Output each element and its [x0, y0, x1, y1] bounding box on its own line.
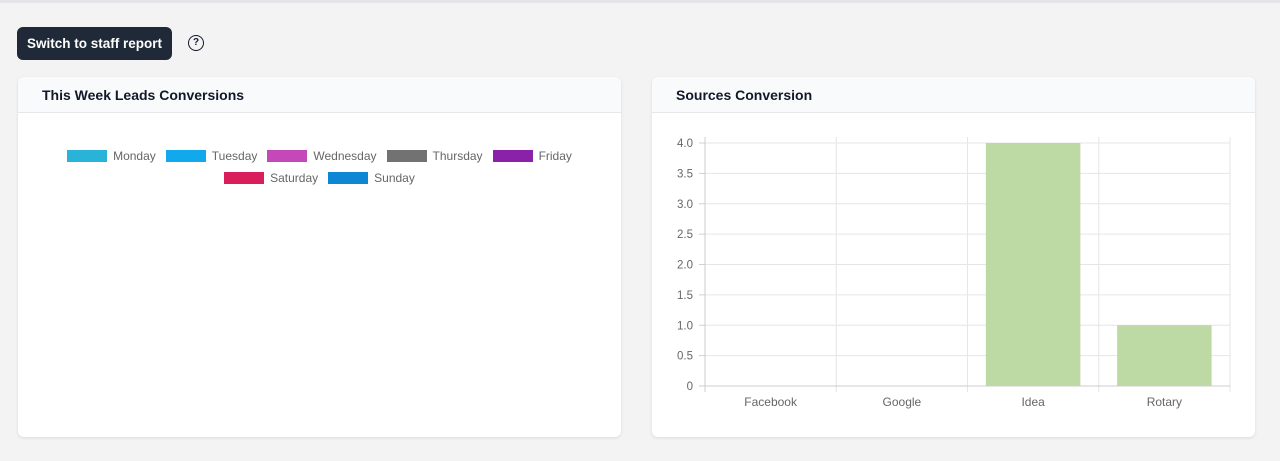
top-divider	[0, 0, 1280, 3]
legend-swatch	[224, 172, 265, 184]
legend-item-sunday[interactable]: Sunday	[328, 171, 415, 185]
y-tick-label: 1.0	[677, 320, 693, 332]
sources-conversion-card: Sources Conversion 0 0.5 1.0 1.5 2.0 2.5 3.0 3.…	[652, 77, 1255, 437]
y-tick-label: 1.5	[677, 290, 693, 302]
sources-conversion-chart: 0 0.5 1.0 1.5 2.0 2.5 3.0 3.5 4.0 Facebook Google I…	[677, 137, 1231, 409]
y-tick-label: 4.0	[677, 138, 693, 150]
x-tick-label: Rotary	[1147, 395, 1182, 409]
legend-swatch	[67, 150, 108, 162]
legend-swatch	[328, 172, 369, 184]
legend-swatch	[386, 150, 427, 162]
legend-item-tuesday[interactable]: Tuesday	[165, 149, 258, 163]
legend-label: Monday	[113, 149, 156, 163]
legend-row: Monday Tuesday Wednesday Thursday Friday	[18, 145, 621, 167]
y-tick-label: 3.5	[677, 168, 693, 180]
leads-conversions-card: This Week Leads Conversions Monday Tuesda…	[18, 77, 621, 437]
sources-conversion-title: Sources Conversion	[652, 77, 1255, 113]
legend-item-friday[interactable]: Friday	[492, 149, 572, 163]
y-tick-label: 0	[687, 381, 693, 393]
x-tick-label: Idea	[1021, 395, 1045, 409]
legend-item-thursday[interactable]: Thursday	[386, 149, 483, 163]
legend-item-saturday[interactable]: Saturday	[224, 171, 318, 185]
legend-swatch	[492, 150, 533, 162]
bar-rotary	[1117, 325, 1212, 386]
legend-label: Tuesday	[211, 149, 258, 163]
legend-label: Friday	[538, 149, 572, 163]
legend-label: Sunday	[374, 171, 415, 185]
leads-conversions-legend: Monday Tuesday Wednesday Thursday Friday Sat…	[18, 145, 621, 189]
y-tick-label: 3.0	[677, 199, 693, 211]
legend-label: Wednesday	[313, 149, 377, 163]
y-tick-label: 2.5	[677, 229, 693, 241]
y-tick-label: 0.5	[677, 351, 693, 363]
legend-label: Thursday	[432, 149, 483, 163]
y-tick-label: 2.0	[677, 260, 693, 272]
switch-to-staff-report-button[interactable]: Switch to staff report	[17, 27, 172, 60]
question-circle-icon[interactable]: ?	[188, 35, 204, 51]
legend-label: Saturday	[270, 171, 319, 185]
legend-item-wednesday[interactable]: Wednesday	[267, 149, 377, 163]
legend-swatch	[267, 150, 308, 162]
x-tick-label: Facebook	[744, 395, 798, 409]
legend-swatch	[165, 150, 206, 162]
bar-idea	[985, 143, 1081, 386]
legend-item-monday[interactable]: Monday	[67, 149, 156, 163]
x-tick-label: Google	[883, 395, 922, 409]
legend-row: Saturday Sunday	[18, 167, 621, 189]
leads-conversions-title: This Week Leads Conversions	[18, 77, 621, 113]
